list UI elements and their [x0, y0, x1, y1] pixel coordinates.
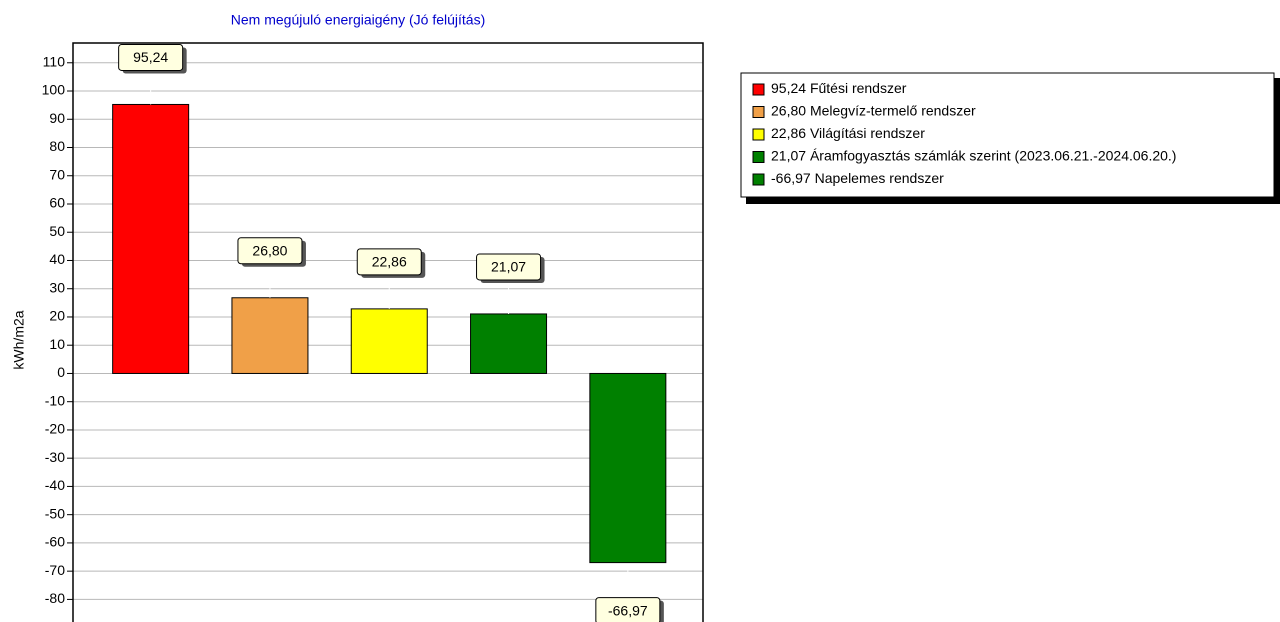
legend-name: Napelemes rendszer — [815, 170, 945, 186]
legend-box — [740, 72, 1275, 198]
data-label: 26,80 — [252, 242, 287, 258]
bar — [350, 308, 428, 374]
legend-label: 26,80 Melegvíz-termelő rendszer — [771, 102, 976, 118]
label-box — [356, 248, 422, 276]
legend-name: Melegvíz-termelő rendszer — [810, 102, 976, 118]
y-axis-label: kWh/m2a — [11, 310, 27, 369]
legend-swatch — [752, 106, 765, 118]
legend-label: 21,07 Áramfogyasztás számlák szerint (20… — [771, 147, 1176, 163]
legend-value: 22,86 — [771, 125, 806, 141]
legend-label: 22,86 Világítási rendszer — [771, 125, 925, 141]
data-label: 95,24 — [133, 49, 168, 65]
y-tick-label: 80 — [49, 138, 65, 154]
bar — [470, 313, 548, 374]
label-box — [476, 253, 542, 281]
y-tick-label: -20 — [45, 421, 65, 437]
y-tick-label: 40 — [49, 251, 65, 267]
legend-swatch — [752, 173, 765, 186]
label-box — [237, 237, 303, 265]
legend-swatch — [752, 83, 765, 96]
bar — [112, 103, 190, 374]
bar — [231, 297, 309, 374]
y-tick-label: 0 — [57, 364, 65, 380]
legend-name: Fűtési rendszer — [810, 80, 907, 96]
label-box — [118, 43, 184, 71]
legend-value: 26,80 — [771, 102, 806, 118]
legend-value: -66,97 — [771, 170, 811, 186]
legend-swatch — [752, 151, 765, 163]
data-label: -66,97 — [608, 602, 648, 618]
data-label: 21,07 — [491, 259, 526, 275]
y-tick-label: 30 — [49, 279, 65, 295]
y-tick-label: 110 — [43, 53, 66, 69]
label-box — [595, 597, 661, 622]
y-tick-label: 20 — [49, 308, 65, 324]
legend-value: 95,24 — [771, 80, 806, 96]
y-tick-label: -40 — [45, 477, 65, 493]
legend-name: Világítási rendszer — [810, 125, 925, 141]
y-tick-label: -50 — [45, 505, 65, 521]
chart-title: Nem megújuló energiaigény (Jó felújítás) — [231, 12, 485, 28]
y-tick-label: -80 — [45, 590, 65, 606]
y-tick-label: 50 — [49, 223, 65, 239]
legend-swatch — [752, 128, 765, 141]
legend-value: 21,07 — [771, 147, 806, 163]
legend-label: -66,97 Napelemes rendszer — [771, 170, 944, 186]
y-tick-label: -30 — [45, 449, 65, 465]
legend-name: Áramfogyasztás számlák szerint (2023.06.… — [810, 147, 1177, 163]
y-tick-label: -60 — [45, 534, 65, 550]
y-tick-label: -10 — [45, 392, 65, 408]
y-tick-label: 60 — [49, 195, 65, 211]
y-tick-label: 100 — [42, 82, 66, 98]
data-label: 22,86 — [372, 254, 407, 270]
y-tick-label: 90 — [49, 110, 65, 126]
legend-label: 95,24 Fűtési rendszer — [771, 80, 907, 96]
y-tick-label: 70 — [49, 166, 65, 182]
bar — [589, 372, 667, 564]
plot-frame — [72, 42, 704, 622]
y-tick-label: -70 — [45, 562, 65, 578]
y-tick-label: 10 — [49, 336, 65, 352]
